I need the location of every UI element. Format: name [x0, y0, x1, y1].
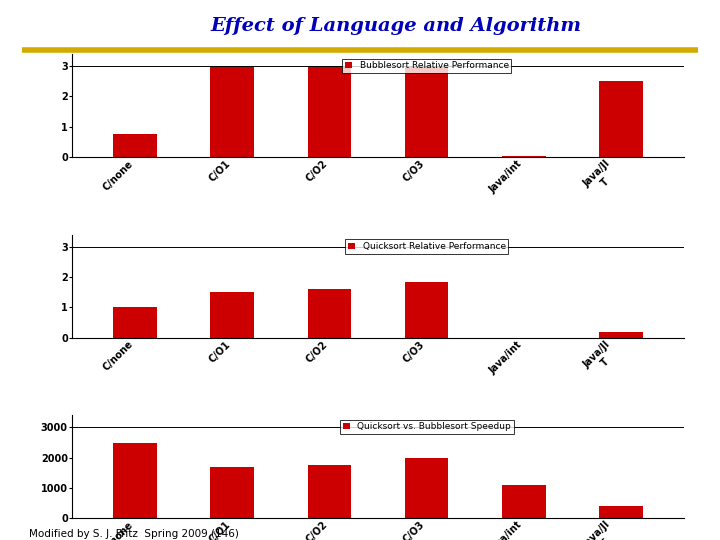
Legend: Quicksort vs. Bubblesort Speedup: Quicksort vs. Bubblesort Speedup [340, 420, 514, 434]
Bar [599, 82, 643, 157]
Bar [405, 458, 449, 518]
Text: Modified by S. J. Fritz  Spring 2009 (146): Modified by S. J. Fritz Spring 2009 (146… [29, 529, 238, 539]
Bar [210, 467, 254, 518]
Bar [113, 134, 157, 157]
Bar [307, 465, 351, 518]
Legend: Bubblesort Relative Performance: Bubblesort Relative Performance [343, 58, 511, 73]
Bar [502, 485, 546, 518]
Bar [210, 292, 254, 338]
Bar [210, 66, 254, 157]
Bar [405, 66, 449, 157]
Legend: Quicksort Relative Performance: Quicksort Relative Performance [346, 239, 508, 254]
Bar [307, 66, 351, 157]
Text: Effect of Language and Algorithm: Effect of Language and Algorithm [210, 17, 582, 35]
Bar [502, 156, 546, 157]
Bar [307, 289, 351, 338]
Bar [599, 507, 643, 518]
Bar [405, 282, 449, 338]
Bar [113, 442, 157, 518]
Bar [599, 332, 643, 338]
Bar [113, 307, 157, 338]
